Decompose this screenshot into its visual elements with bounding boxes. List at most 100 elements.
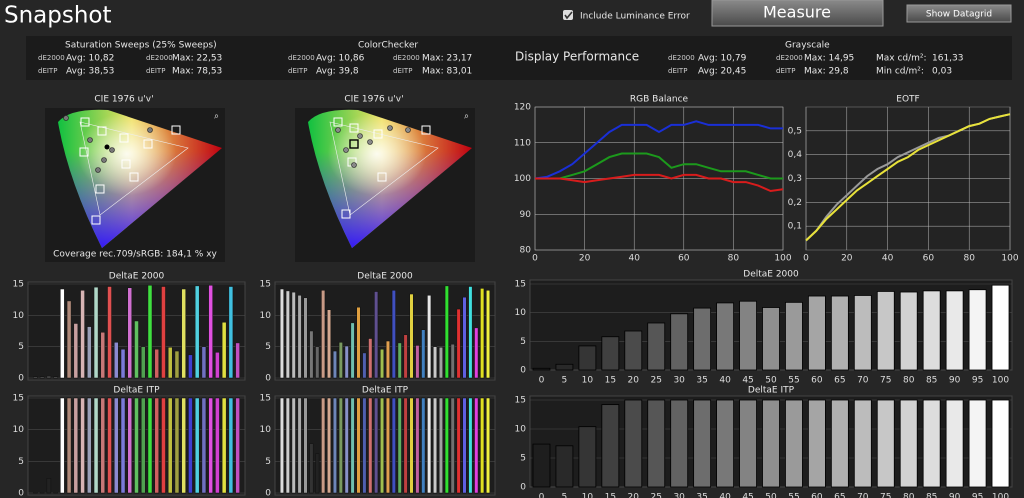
- bar: [670, 313, 689, 371]
- x-tick-label: 25: [651, 493, 662, 498]
- summary-text: Max: 78,53: [172, 67, 222, 77]
- chart-title: DeltaE ITP: [748, 386, 795, 396]
- bar: [462, 397, 467, 494]
- bar: [338, 342, 343, 379]
- y-tick-label: 0,1: [788, 222, 802, 232]
- bar: [922, 290, 941, 371]
- x-tick-label: 20: [628, 376, 640, 386]
- bar: [415, 397, 420, 494]
- bar: [321, 290, 326, 379]
- bar: [279, 397, 284, 494]
- bar: [739, 300, 757, 371]
- bar: [215, 397, 220, 494]
- bar: [968, 399, 987, 488]
- bar: [486, 397, 491, 494]
- datagrid-button[interactable]: [906, 4, 1012, 23]
- bar: [215, 352, 220, 379]
- bar: [468, 397, 473, 494]
- checkbox-label[interactable]: Include Luminance Error: [580, 12, 690, 22]
- bar: [140, 346, 146, 379]
- measure-button-label[interactable]: Measure: [763, 3, 831, 22]
- bar: [134, 397, 139, 494]
- bar: [808, 399, 826, 488]
- x-tick-label: 5: [562, 493, 568, 498]
- coverage-label: Coverage rec.709/sRGB: 184,1 % xy: [53, 250, 217, 260]
- y-tick-label: 0: [520, 366, 526, 376]
- bar: [555, 363, 574, 371]
- bar: [127, 287, 133, 379]
- x-tick-label: 65: [834, 493, 845, 498]
- bar: [945, 290, 964, 371]
- bar: [762, 307, 780, 371]
- bar: [601, 404, 620, 488]
- bar: [693, 399, 712, 488]
- zoom-icon[interactable]: ⌕: [464, 112, 469, 122]
- bar: [647, 322, 666, 371]
- y-tick-label: 15: [13, 280, 24, 290]
- x-tick-label: 60: [923, 254, 935, 264]
- summary-text: 161,33: [932, 54, 964, 64]
- bar: [380, 348, 385, 379]
- bar: [444, 285, 449, 379]
- bar: [46, 478, 52, 494]
- summary-text: Min cd/m²:: [876, 67, 924, 77]
- bar: [409, 397, 414, 494]
- x-tick-label: 0: [539, 376, 545, 386]
- x-tick-label: 35: [696, 493, 707, 498]
- y-tick-label: 10: [13, 425, 25, 435]
- bar: [374, 397, 379, 494]
- bar: [167, 397, 173, 494]
- x-tick-label: 80: [903, 493, 915, 498]
- bar: [362, 352, 367, 379]
- bar: [46, 375, 52, 379]
- bar: [93, 286, 99, 379]
- x-tick-label: 90: [949, 493, 961, 498]
- bar: [624, 399, 643, 488]
- x-tick-label: 20: [841, 254, 853, 264]
- bar: [385, 340, 390, 379]
- summary-text: Display Performance: [515, 50, 639, 64]
- checkbox[interactable]: [563, 10, 573, 20]
- y-tick-label: 10: [260, 425, 272, 435]
- bar: [876, 399, 895, 488]
- y-tick-label: 0: [265, 374, 271, 384]
- x-tick-label: 55: [788, 376, 799, 386]
- bar: [830, 399, 849, 488]
- bar: [474, 397, 479, 494]
- summary-text: dEITP: [288, 67, 307, 75]
- summary-text: ColorChecker: [358, 41, 418, 51]
- bar: [60, 288, 65, 379]
- datagrid-button-label[interactable]: Show Datagrid: [926, 10, 992, 20]
- summary-text: dEITP: [38, 67, 57, 75]
- bar: [853, 399, 872, 488]
- y-tick-label: 0,5: [788, 126, 802, 136]
- summary-text: dE2000: [146, 54, 173, 62]
- summary-text: dEITP: [393, 67, 412, 75]
- bar: [327, 309, 332, 379]
- y-tick-label: 10: [515, 425, 527, 435]
- bar: [356, 306, 361, 379]
- measure-button[interactable]: [711, 0, 884, 27]
- summary-text: Max: 83,01: [422, 67, 472, 77]
- x-tick-label: 65: [834, 376, 845, 386]
- zoom-icon[interactable]: ⌕: [214, 112, 219, 122]
- x-tick-label: 0: [539, 493, 545, 498]
- x-tick-label: 20: [628, 493, 640, 498]
- summary-text: Avg: 10,79: [698, 54, 747, 64]
- y-tick-label: 15: [260, 394, 271, 404]
- x-tick-label: 10: [582, 376, 594, 386]
- x-tick-label: 0: [803, 254, 809, 264]
- summary-text: Avg: 10,86: [316, 54, 365, 64]
- bar: [201, 346, 207, 379]
- bar: [154, 348, 159, 379]
- bar: [438, 397, 443, 494]
- x-tick-label: 75: [880, 376, 891, 386]
- bar: [808, 295, 826, 371]
- bar: [303, 397, 308, 494]
- x-tick-label: 60: [811, 376, 823, 386]
- bar: [315, 453, 320, 494]
- chart-title: RGB Balance: [630, 95, 689, 105]
- bar: [53, 376, 58, 379]
- y-tick-label: 15: [515, 280, 526, 290]
